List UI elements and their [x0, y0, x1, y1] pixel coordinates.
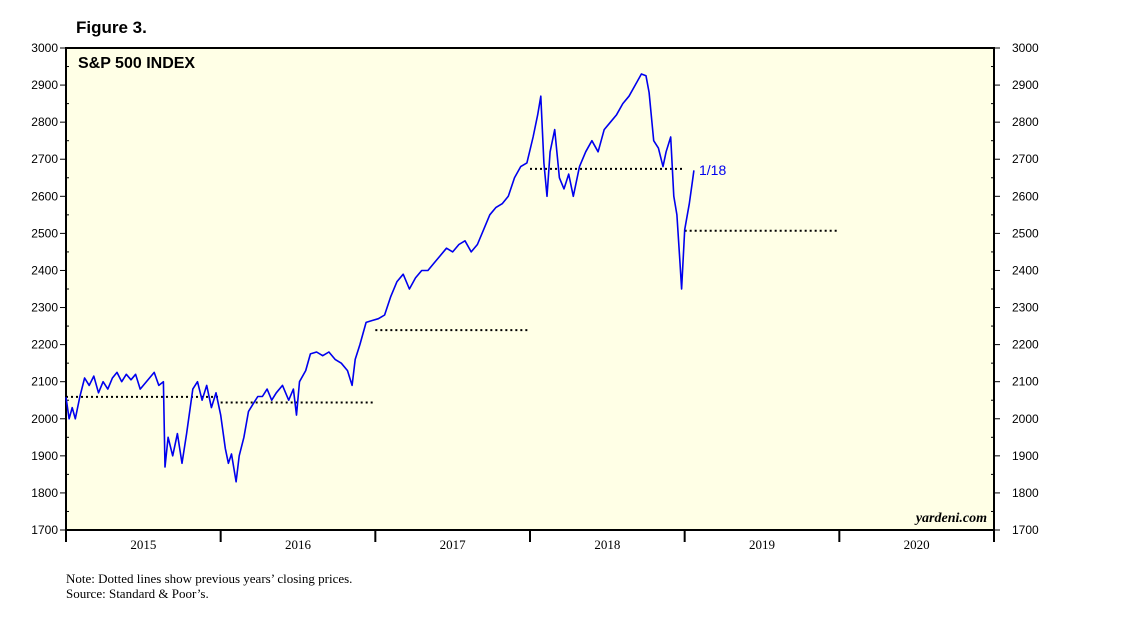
y-tick-label-right: 2600 [1012, 189, 1039, 203]
y-tick-label-right: 2500 [1012, 226, 1039, 240]
x-tick-label: 2015 [130, 537, 156, 552]
y-tick-label-left: 2300 [31, 301, 58, 315]
y-tick-label-left: 2500 [31, 226, 58, 240]
y-tick-label-left: 1800 [31, 486, 58, 500]
y-tick-label-right: 2900 [1012, 78, 1039, 92]
y-tick-label-left: 2900 [31, 78, 58, 92]
y-tick-label-left: 2000 [31, 412, 58, 426]
x-tick-label: 2020 [904, 537, 930, 552]
reference-lines [66, 167, 840, 404]
y-tick-label-right: 2100 [1012, 375, 1039, 389]
x-tick-label: 2019 [749, 537, 775, 552]
chart-title: S&P 500 INDEX [78, 55, 195, 72]
x-tick-label: 2018 [594, 537, 620, 552]
y-tick-label-left: 1700 [31, 523, 58, 537]
x-tick-label: 2017 [440, 537, 467, 552]
y-tick-label-right: 2200 [1012, 338, 1039, 352]
y-tick-label-left: 2100 [31, 375, 58, 389]
y-tick-label-left: 2700 [31, 152, 58, 166]
y-tick-label-right: 1800 [1012, 486, 1039, 500]
y-tick-label-left: 1900 [31, 449, 58, 463]
plot-area [65, 47, 995, 531]
watermark: yardeni.com [914, 511, 987, 526]
figure-label: Figure 3. [76, 18, 147, 37]
y-tick-label-right: 2400 [1012, 263, 1039, 277]
y-tick-label-right: 2800 [1012, 115, 1039, 129]
x-axis: 2015 2016 2017 2018 2019 2020 [65, 530, 995, 552]
y-tick-label-left: 2800 [31, 115, 58, 129]
y-tick-label-right: 2300 [1012, 301, 1039, 315]
y-tick-label-left: 2400 [31, 263, 58, 277]
y-tick-label-right: 1700 [1012, 523, 1039, 537]
series-line [65, 73, 695, 483]
y-tick-label-right: 2700 [1012, 152, 1039, 166]
y-tick-label-left: 2200 [31, 338, 58, 352]
y-tick-label-left: 2600 [31, 189, 58, 203]
y-axis-left: 1700 1800 1900 2000 2100 2200 2300 2400 2500 2600… [31, 41, 69, 537]
y-tick-label-right: 2000 [1012, 412, 1039, 426]
note-text: Note: Dotted lines show previous years’ … [66, 571, 353, 586]
x-tick-label: 2016 [285, 537, 312, 552]
end-label: 1/18 [699, 162, 726, 178]
y-tick-label-right: 1900 [1012, 449, 1039, 463]
y-tick-label-left: 3000 [31, 41, 58, 55]
y-axis-right: 1700 1800 1900 2000 2100 2200 2300 2400 2500 2600… [991, 41, 1039, 537]
source-text: Source: Standard & Poor’s. [66, 586, 209, 601]
y-tick-label-right: 3000 [1012, 41, 1039, 55]
